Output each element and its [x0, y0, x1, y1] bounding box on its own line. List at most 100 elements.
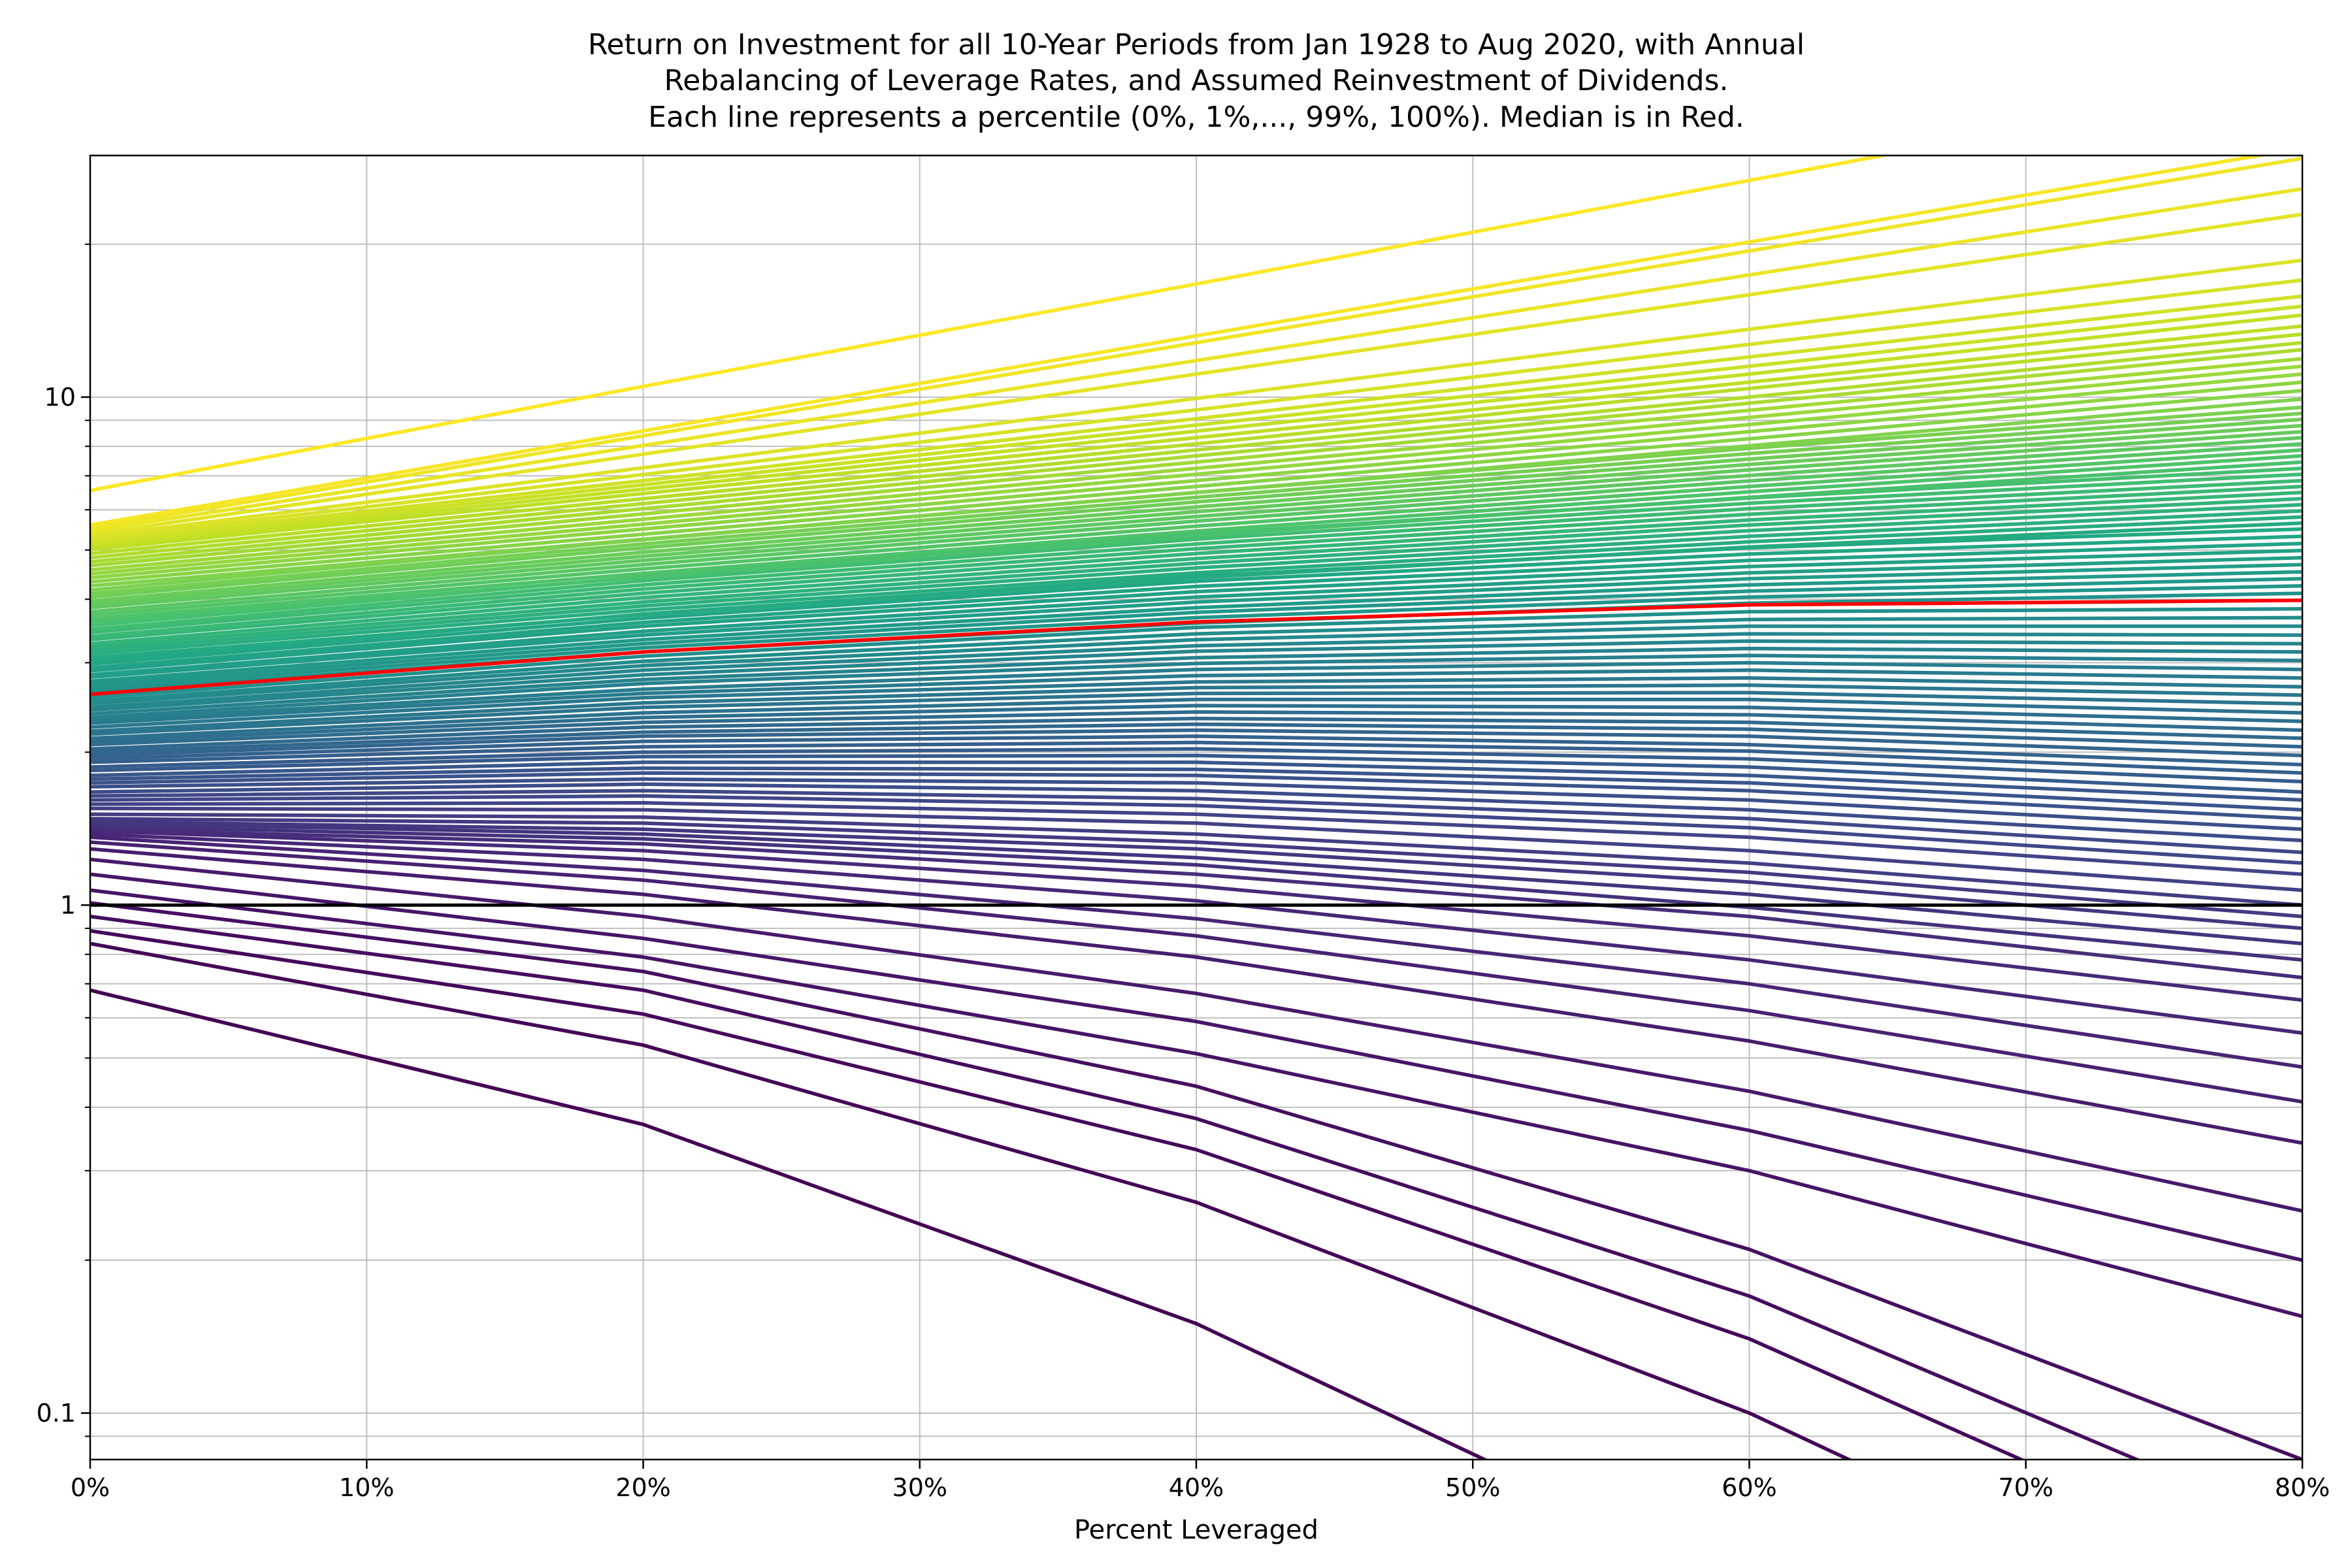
percentile-line: [90, 928, 2026, 1460]
percentile-line: [90, 661, 2302, 723]
percentile-line: [90, 304, 2302, 546]
percentile-line: [90, 857, 2302, 1213]
percentile-line: [90, 639, 2302, 712]
percentile-line: [90, 697, 2302, 740]
percentile-line: [90, 988, 1489, 1460]
percentile-line: [90, 313, 2302, 549]
percentile-line: [90, 840, 2302, 1104]
percentile-line: [90, 872, 2302, 1262]
percentile-line: [90, 364, 2302, 572]
plot-lines: [90, 155, 2302, 1460]
percentile-line: [90, 941, 1854, 1460]
percentile-line: [90, 683, 2302, 733]
percentile-line: [90, 348, 2302, 564]
percentile-line: [90, 156, 2302, 531]
y-tick-label: 10: [44, 383, 76, 412]
percentile-line: [90, 372, 2302, 576]
x-axis-label: Percent Leveraged: [1074, 1515, 1318, 1545]
percentile-line: [90, 824, 2302, 962]
percentile-line: [90, 828, 2302, 1002]
percentile-line: [90, 914, 2142, 1460]
percentile-line: [90, 187, 2302, 533]
percentile-line: [90, 380, 2302, 580]
x-tick-label: 30%: [892, 1473, 947, 1502]
percentile-line: [90, 832, 2302, 1035]
percentile-line: [90, 423, 2302, 603]
percentile-line: [90, 847, 2302, 1145]
percentile-line: [90, 753, 2302, 794]
percentile-line: [90, 827, 2302, 980]
percentile-line: [90, 607, 2302, 700]
x-tick-label: 70%: [1999, 1473, 2053, 1502]
percentile-line: [90, 454, 2302, 621]
percentile-line: [90, 632, 2302, 710]
percentile-line: [90, 777, 2302, 832]
percentile-line: [90, 258, 2302, 539]
percentile-line: [90, 668, 2302, 725]
median-line: [90, 598, 2302, 696]
percentile-line: [90, 812, 2302, 907]
x-tick-label: 10%: [339, 1473, 394, 1502]
percentile-line: [90, 740, 2302, 775]
percentile-line: [90, 653, 2302, 720]
percentile-line: [90, 509, 2302, 653]
percentile-line: [90, 278, 2302, 542]
percentile-line: [90, 624, 2302, 706]
percentile-line: [90, 357, 2302, 568]
percentile-line: [90, 615, 2302, 704]
percentile-line: [90, 212, 2302, 536]
percentile-line: [90, 835, 2302, 1069]
chart-title: Return on Investment for all 10-Year Per…: [588, 28, 1805, 61]
percentile-line: [90, 515, 2302, 656]
percentile-line: [90, 389, 2302, 584]
percentile-line: [90, 747, 2302, 784]
percentile-line: [90, 782, 2302, 843]
chart-title: Each line represents a percentile (0%, 1…: [648, 101, 1744, 134]
chart-title: Rebalancing of Leverage Rates, and Assum…: [664, 64, 1728, 97]
y-tick-label: 0.1: [37, 1399, 76, 1428]
percentile-line: [90, 563, 2302, 679]
percentile-line: [90, 324, 2302, 551]
percentile-line: [90, 577, 2302, 687]
percentile-line: [90, 794, 2302, 865]
x-tick-label: 20%: [615, 1473, 670, 1502]
percentile-line: [90, 460, 2302, 624]
percentile-line: [90, 497, 2302, 646]
percentile-line: [90, 340, 2302, 560]
percentile-line: [90, 472, 2302, 632]
percentile-line: [90, 411, 2302, 596]
percentile-line: [90, 760, 2302, 802]
percentile-line: [90, 548, 2302, 673]
percentile-line: [90, 436, 2302, 610]
percentile-line: [90, 570, 2302, 683]
percentile-line: [90, 417, 2302, 599]
y-tick-label: 1: [60, 890, 76, 919]
percentile-line: [90, 442, 2302, 614]
percentile-line: [90, 429, 2302, 606]
percentile-line: [90, 484, 2302, 638]
percentile-line: [90, 478, 2302, 634]
percentile-line: [90, 294, 2302, 544]
percentile-line: [90, 722, 2302, 755]
percentile-line: [90, 766, 2302, 812]
percentile-line: [90, 691, 2302, 736]
percentile-line: [90, 789, 2302, 855]
percentile-line: [90, 716, 2302, 751]
x-tick-label: 80%: [2275, 1473, 2330, 1502]
percentile-line: [90, 676, 2302, 729]
percentile-line: [90, 801, 2302, 876]
x-tick-label: 0%: [71, 1473, 110, 1502]
percentile-line: [90, 888, 2302, 1318]
percentile-line: [90, 806, 2302, 892]
percentile-line: [90, 155, 2270, 527]
percentile-line: [90, 448, 2302, 617]
x-tick-label: 40%: [1169, 1473, 1224, 1502]
percentile-line: [90, 771, 2302, 821]
percentile-line: [90, 584, 2302, 690]
percentile-line: [90, 521, 2302, 660]
percentile-line: [90, 542, 2302, 670]
axes: 0% 10% 20% 30% 40% 50% 60% 70% 80% 0.1 1 10: [37, 243, 2330, 1502]
percentile-line: [90, 819, 2302, 930]
